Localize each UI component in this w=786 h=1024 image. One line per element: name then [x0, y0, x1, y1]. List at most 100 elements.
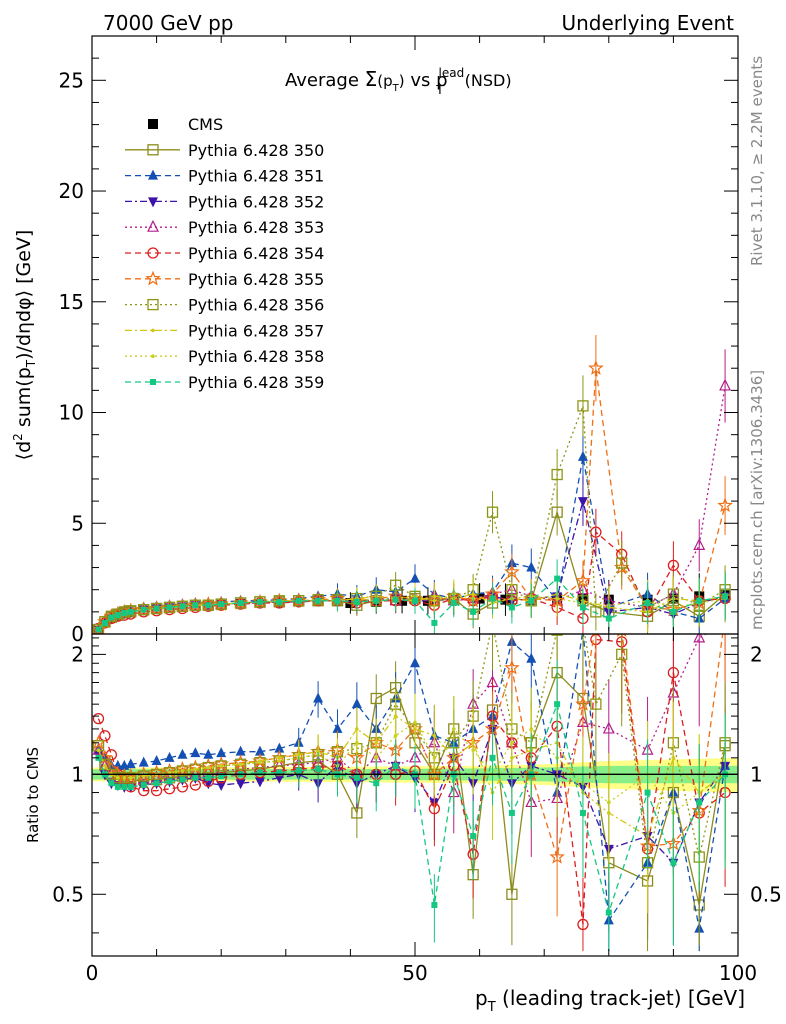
- legend-label: Pythia 6.428 358: [188, 347, 324, 366]
- data-point: [121, 609, 128, 616]
- header-left: 7000 GeV pp: [103, 11, 234, 35]
- data-point: [605, 615, 612, 622]
- ratio-point: [451, 727, 456, 731]
- data-point: [114, 612, 121, 619]
- data-point: [489, 595, 496, 602]
- ratio-point: [489, 754, 496, 761]
- ratio-point: [219, 764, 223, 768]
- ratio-point: [696, 799, 703, 806]
- ratio-y-tick-label: 2: [71, 642, 84, 666]
- ratio-point: [277, 759, 282, 763]
- main-y-tick-label: 25: [59, 68, 84, 92]
- data-point: [551, 468, 563, 481]
- series-pythia-6-428-350: [92, 488, 731, 634]
- data-point: [431, 619, 438, 626]
- legend-label: Pythia 6.428 357: [188, 321, 324, 340]
- legend-marker: [147, 144, 159, 156]
- main-ticks: 0 5 10 15 20 25: [59, 35, 739, 646]
- ratio-point: [577, 918, 589, 931]
- ratio-point: [410, 657, 420, 668]
- data-point: [256, 598, 263, 605]
- data-point: [450, 599, 457, 606]
- legend-label: Pythia 6.428 350: [188, 141, 324, 160]
- ratio-point: [353, 774, 360, 781]
- ratio-point: [216, 747, 227, 758]
- main-y-tick-label: 10: [59, 401, 84, 425]
- main-y-axis-label: ⟨d2 sum(pT)/dηdφ⟩ [GeV]: [11, 230, 38, 461]
- data-point: [670, 608, 677, 615]
- series-pythia-6-428-356: [92, 375, 731, 634]
- data-point: [127, 608, 134, 615]
- data-point: [315, 597, 322, 604]
- ratio-y-tick-label-right: 0.5: [750, 882, 782, 906]
- ratio-point: [193, 767, 198, 772]
- legend-marker: [151, 354, 155, 359]
- ratio-point: [526, 652, 537, 663]
- ratio-point: [190, 747, 201, 758]
- ratio-point: [206, 765, 211, 770]
- data-point: [667, 559, 680, 571]
- ratio-point: [141, 774, 146, 778]
- x-axis-label: pT (leading track-jet) [GeV]: [475, 986, 745, 1015]
- ratio-point: [203, 748, 214, 759]
- ratio-point: [413, 720, 417, 725]
- ratio-point: [605, 909, 612, 916]
- ratio-point: [122, 776, 127, 780]
- legend-marker: [148, 119, 158, 129]
- ratio-point: [116, 776, 120, 780]
- data-point: [528, 597, 535, 604]
- data-point: [577, 497, 588, 508]
- legend-marker: [147, 219, 159, 232]
- legend-entry-pythia-6-428-352: Pythia 6.428 352: [125, 192, 324, 211]
- ratio-point: [616, 648, 628, 661]
- ratio-point: [153, 780, 160, 787]
- ratio-point: [355, 740, 359, 745]
- ratio-point: [99, 758, 111, 770]
- ratio-point: [510, 740, 514, 745]
- ratio-point: [256, 769, 263, 776]
- ratio-point: [431, 901, 438, 908]
- series-pythia-6-428-352: [93, 476, 731, 634]
- data-point: [555, 596, 559, 601]
- ratio-series-353: [92, 634, 726, 858]
- ratio-series-layer: [92, 634, 738, 952]
- ratio-point: [163, 766, 176, 779]
- data-point: [150, 602, 163, 615]
- legend-entry-pythia-6-428-358: Pythia 6.428 358: [125, 347, 324, 366]
- data-point: [101, 619, 108, 626]
- ratio-point: [167, 770, 172, 775]
- data-point: [486, 506, 499, 518]
- series-pythia-6-428-359: [95, 559, 729, 634]
- legend-entry-pythia-6-428-354: Pythia 6.428 354: [125, 244, 324, 263]
- ratio-y-tick-label: 0.5: [52, 882, 84, 906]
- data-point: [470, 608, 477, 615]
- data-point: [166, 604, 173, 611]
- ratio-y-axis-label: Ratio to CMS: [24, 747, 42, 843]
- data-point: [577, 450, 588, 461]
- legend-marker: [145, 270, 161, 286]
- header-right: Underlying Event: [561, 11, 734, 35]
- ratio-point: [670, 859, 677, 866]
- ratio-point: [274, 773, 285, 784]
- ratio-point: [254, 756, 266, 769]
- data-point: [205, 602, 212, 609]
- ratio-point: [215, 760, 227, 772]
- ratio-point: [579, 809, 586, 816]
- ratio-point: [140, 782, 147, 789]
- ratio-line-350: [97, 671, 726, 906]
- data-point: [412, 597, 418, 604]
- data-point: [237, 599, 244, 606]
- data-point: [719, 378, 732, 391]
- data-point: [693, 538, 706, 551]
- ratio-point: [506, 888, 518, 900]
- data-point: [432, 598, 437, 603]
- ratio-line-355: [97, 634, 724, 858]
- legend-label: Pythia 6.428 356: [188, 296, 324, 315]
- ratio-point: [180, 769, 185, 773]
- ratio-point: [273, 755, 285, 767]
- ratio-point: [276, 769, 283, 776]
- ratio-point: [393, 733, 398, 738]
- data-point: [353, 598, 360, 605]
- ratio-frame: [91, 633, 739, 957]
- legend-entry-pythia-6-428-359: Pythia 6.428 359: [125, 373, 324, 392]
